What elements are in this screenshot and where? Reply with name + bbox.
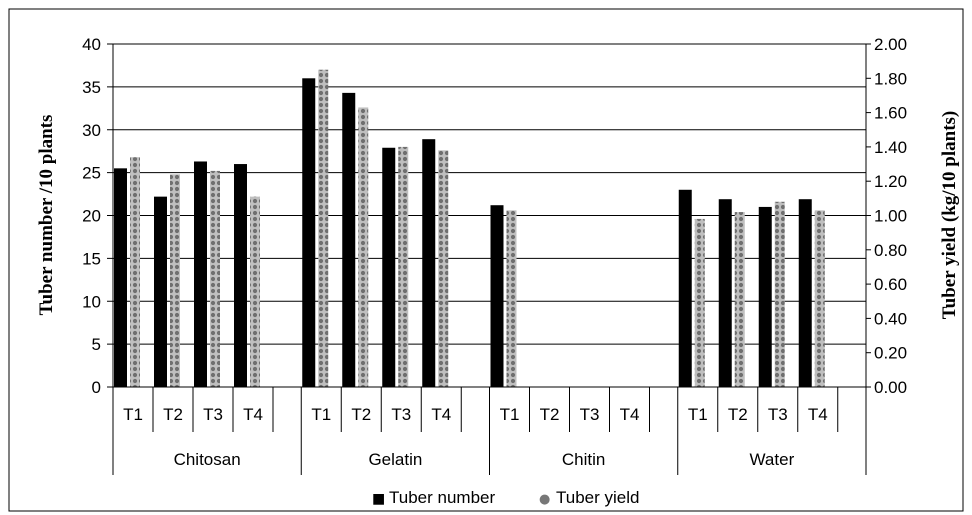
treatment-label: T1 [688, 405, 708, 424]
treatment-label: T1 [500, 405, 520, 424]
axes [107, 43, 871, 388]
y-tick-label: 35 [82, 78, 101, 97]
bar-tuber-number [798, 199, 812, 387]
category-axis: T1 T2 T3 T4 Chitosan T1 T2 T3 T4 Gelatin T1 T2 T3 T4 C… [112, 386, 867, 475]
group-label: Water [750, 450, 795, 469]
treatment-label: T4 [431, 405, 451, 424]
bar-tuber-yield [774, 201, 785, 387]
bar-tuber-yield [506, 210, 517, 387]
legend: ■ Tuber number ● Tuber yield [372, 488, 639, 507]
treatment-label: T3 [580, 405, 600, 424]
treatment-label: T1 [311, 405, 331, 424]
treatment-label: T1 [123, 405, 143, 424]
bar-tuber-number [194, 161, 207, 387]
y-tick-label: 25 [82, 164, 101, 183]
y-axis-title: Tuber number /10 plants [36, 115, 57, 316]
bar-tuber-number [302, 78, 316, 388]
bar-tuber-yield [398, 146, 409, 387]
bar-tuber-yield [210, 170, 220, 387]
y2-tick-label: 0.40 [874, 309, 907, 328]
y2-axis-title: Tuber yield (kg/10 plants) [939, 111, 960, 320]
y-tick-label: 30 [82, 121, 101, 140]
bar-tuber-number [114, 168, 127, 387]
y2-tick-label: 2.00 [874, 35, 907, 54]
y2-tick-label: 1.80 [874, 69, 907, 88]
right-axis-ticks: 0.00 0.20 0.40 0.60 0.80 1.00 1.20 1.40 1.60 1.80… [874, 35, 907, 397]
bar-tuber-yield [694, 218, 705, 387]
y2-tick-label: 1.00 [874, 207, 907, 226]
bar-tuber-yield [318, 69, 329, 387]
treatment-label: T2 [351, 405, 371, 424]
bar-tuber-number [234, 164, 247, 387]
bar-tuber-yield [438, 150, 449, 387]
bar-tuber-yield [170, 174, 180, 387]
treatment-label: T4 [243, 405, 263, 424]
treatment-label: T2 [540, 405, 560, 424]
bar-tuber-number [382, 147, 396, 387]
group-label: Gelatin [368, 450, 422, 469]
y-tick-label: 10 [82, 292, 101, 311]
y2-tick-label: 0.00 [874, 378, 907, 397]
group-label: Chitin [562, 450, 605, 469]
y2-tick-label: 1.40 [874, 138, 907, 157]
treatment-label: T2 [728, 405, 748, 424]
y2-tick-label: 0.80 [874, 241, 907, 260]
bar-tuber-number [422, 139, 436, 387]
bar-tuber-yield [358, 107, 369, 387]
y-tick-label: 15 [82, 249, 101, 268]
y-tick-label: 5 [92, 335, 101, 354]
treatment-label: T4 [808, 405, 828, 424]
y2-tick-label: 1.20 [874, 172, 907, 191]
group-label: Chitosan [174, 450, 241, 469]
bar-tuber-number [718, 199, 732, 387]
bar-tuber-yield [734, 212, 745, 387]
treatment-label: T4 [620, 405, 640, 424]
bar-tuber-number [342, 92, 356, 387]
treatment-label: T3 [391, 405, 411, 424]
treatment-label: T2 [163, 405, 183, 424]
y2-tick-label: 0.20 [874, 344, 907, 363]
treatment-label: T3 [203, 405, 223, 424]
y-tick-label: 20 [82, 207, 101, 226]
bar-tuber-number [154, 196, 167, 387]
bar-tuber-number [758, 206, 772, 387]
legend-label-tuber-number: Tuber number [389, 488, 495, 507]
legend-label-tuber-yield: Tuber yield [556, 488, 639, 507]
bar-tuber-number [490, 205, 504, 387]
y-tick-label: 40 [82, 35, 101, 54]
bar-tuber-yield [130, 157, 140, 387]
left-axis-ticks: 0 5 10 15 20 25 30 35 40 [82, 35, 101, 397]
bar-tuber-yield [814, 210, 825, 387]
treatment-label: T3 [768, 405, 788, 424]
legend-marker-tuber-number: ■ [372, 491, 385, 507]
y2-tick-label: 1.60 [874, 104, 907, 123]
y2-tick-label: 0.60 [874, 275, 907, 294]
y-tick-label: 0 [92, 378, 101, 397]
bar-tuber-yield [250, 196, 260, 387]
legend-marker-tuber-yield: ● [539, 492, 550, 507]
bar-tuber-number [678, 189, 692, 387]
bars [114, 69, 825, 388]
